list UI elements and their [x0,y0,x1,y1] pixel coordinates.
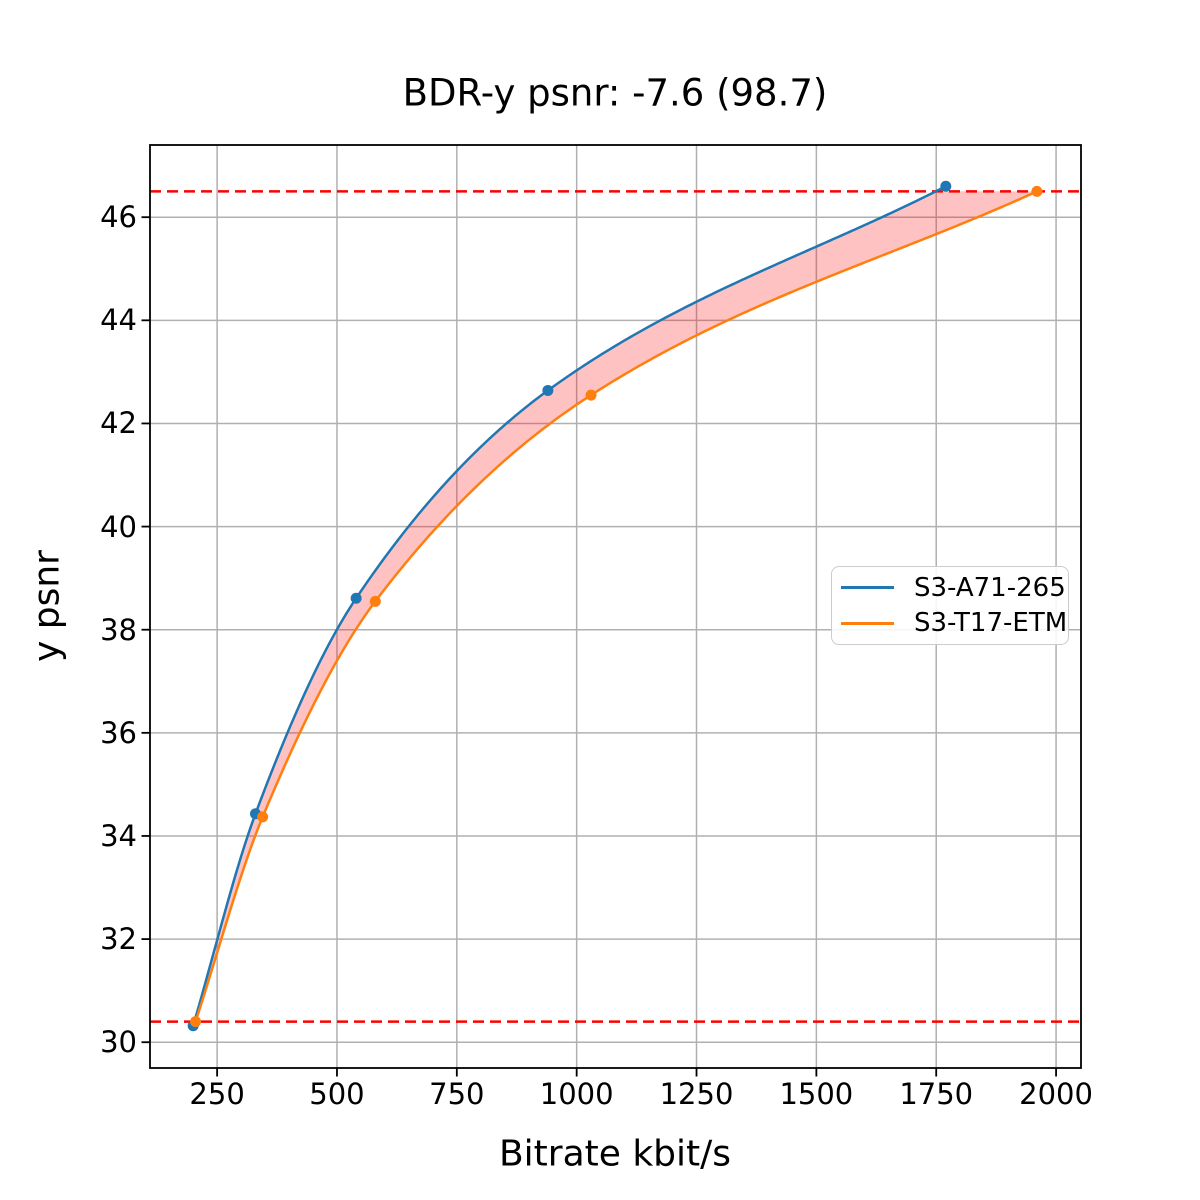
legend-line-sample-blue [841,586,894,590]
y-tick-label-40: 40 [100,509,137,544]
y-tick-label-32: 32 [100,922,137,957]
y-tick-label-44: 44 [100,303,137,338]
datapoint-s3-a71-265-1770 [940,180,952,192]
y-tick-label-30: 30 [100,1025,137,1060]
x-tick-label-1000: 1000 [539,1077,614,1111]
y-tick-label-36: 36 [100,715,137,750]
datapoint-s3-a71-265-940 [542,384,554,396]
x-axis-label: Bitrate kbit/s [498,1133,732,1175]
y-tick-label-34: 34 [100,818,137,853]
legend-label-s3-t17-etm: S3-T17-ETM [914,608,1068,639]
datapoint-s3-t17-etm-345 [257,811,269,823]
x-tick-label-750: 750 [429,1077,485,1111]
x-tick-label-250: 250 [189,1077,245,1111]
curve-s3-t17-etm [194,190,1039,1023]
y-tick-label-38: 38 [100,612,137,647]
chart-title: BDR-y psnr: -7.6 (98.7) [402,71,828,115]
legend-item-s3-t17-etm: S3-T17-ETM [832,607,1068,640]
x-tick-label-500: 500 [309,1077,365,1111]
x-tick-label-1750: 1750 [899,1077,974,1111]
datapoint-s3-t17-etm-1960 [1031,185,1043,197]
legend-label-s3-a71-265: S3-A71-265 [914,572,1066,603]
datapoint-s3-t17-etm-580 [369,595,381,607]
x-tick-label-1250: 1250 [659,1077,734,1111]
legend-line-sample-orange [841,621,894,625]
curve-s3-a71-265 [191,185,948,1027]
x-tick-label-1500: 1500 [779,1077,854,1111]
x-tick-label-2000: 2000 [1019,1077,1093,1111]
axes-spines [149,144,1082,1069]
legend-item-s3-a71-265: S3-A71-265 [832,571,1068,604]
y-tick-label-46: 46 [100,200,137,235]
legend: S3-A71-265 S3-T17-ETM [831,566,1069,645]
datapoint-s3-t17-etm-205 [190,1016,202,1028]
y-tick-label-42: 42 [100,406,137,441]
datapoint-s3-a71-265-540 [350,592,362,604]
datapoint-s3-t17-etm-1030 [585,389,597,401]
y-axis-label: y psnr [26,550,68,662]
bd-overlap-shaded-region [194,191,1037,1022]
